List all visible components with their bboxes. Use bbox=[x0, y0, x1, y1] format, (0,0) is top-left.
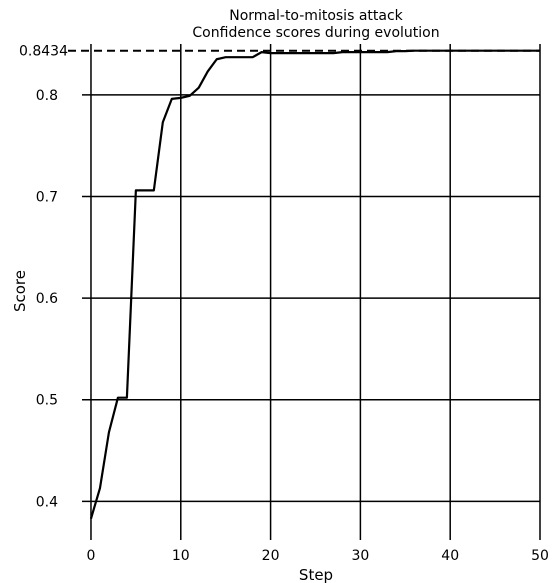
x-tick-label: 50 bbox=[531, 548, 549, 564]
y-tick-label: 0.4 bbox=[36, 494, 58, 510]
y-axis-label: Score bbox=[11, 270, 29, 312]
x-tick-label: 20 bbox=[262, 548, 280, 564]
y-tick-label: 0.5 bbox=[36, 393, 58, 409]
score-series-line bbox=[89, 49, 540, 519]
x-tick-label: 30 bbox=[351, 548, 369, 564]
chart-subtitle: Confidence scores during evolution bbox=[192, 25, 439, 41]
x-tick-label: 10 bbox=[172, 548, 190, 564]
x-tick-label: 0 bbox=[87, 548, 96, 564]
y-tick-label: 0.6 bbox=[36, 291, 58, 307]
grid-lines bbox=[82, 44, 541, 540]
x-axis-label: Step bbox=[299, 566, 333, 583]
series-group bbox=[89, 49, 540, 519]
chart-title: Normal-to-mitosis attack bbox=[229, 8, 403, 24]
x-tick-label: 40 bbox=[441, 548, 459, 564]
y-tick-label: 0.7 bbox=[36, 189, 58, 205]
y-tick-label: 0.8 bbox=[36, 88, 58, 104]
reference-line-label: 0.8434 bbox=[19, 44, 68, 60]
tick-labels: 0 10 20 30 40 50 0.4 0.5 0.6 0.7 0.8 bbox=[36, 88, 549, 564]
